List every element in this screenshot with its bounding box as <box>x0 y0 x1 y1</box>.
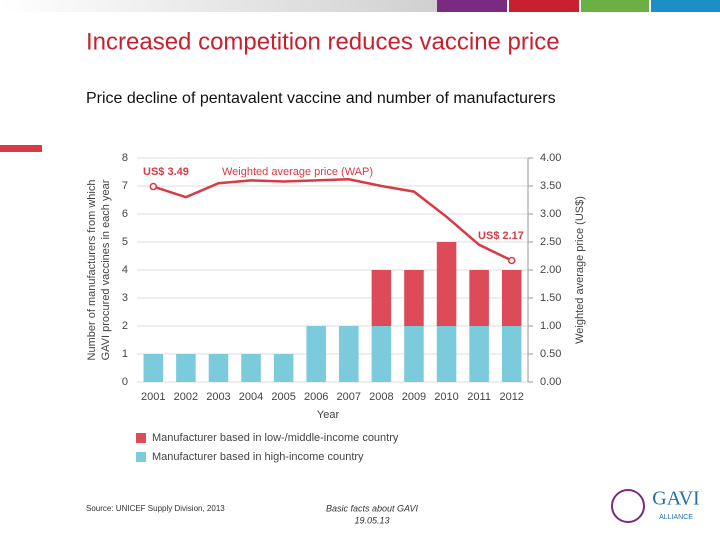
y-tick-label: 2 <box>122 320 128 332</box>
bar <box>176 354 196 382</box>
bar <box>143 354 164 382</box>
bar <box>208 354 229 382</box>
y2-tick-label: 2.50 <box>540 236 561 248</box>
top-band <box>437 0 507 12</box>
bar <box>404 326 424 382</box>
slide-subtitle: Price decline of pentavalent vaccine and… <box>86 90 556 107</box>
x-tick-label: 2001 <box>141 391 165 403</box>
bar <box>273 354 294 382</box>
legend-label: Manufacturer based in high-income countr… <box>152 451 364 463</box>
x-axis-label: Year <box>317 409 340 421</box>
top-band <box>651 0 720 12</box>
x-tick-label: 2009 <box>402 391 426 403</box>
accent-bar <box>0 145 42 152</box>
line-label: Weighted average price (WAP) <box>222 166 373 178</box>
legend-swatch <box>136 452 146 462</box>
x-tick-label: 2008 <box>369 391 393 403</box>
x-tick-label: 2006 <box>304 391 328 403</box>
y-tick-label: 4 <box>122 264 128 276</box>
y-axis-label: GAVI procured vaccines in each year <box>100 179 112 360</box>
bar <box>469 326 489 382</box>
legend-label: Manufacturer based in low-/middle-income… <box>152 432 399 444</box>
bar <box>501 270 522 326</box>
bar <box>306 326 326 382</box>
price-marker <box>149 182 158 191</box>
y2-tick-label: 1.50 <box>540 292 561 304</box>
y2-axis-label: Weighted average price (US$) <box>574 196 586 344</box>
y-tick-label: 5 <box>122 236 128 248</box>
top-band <box>509 0 579 12</box>
x-tick-label: 2007 <box>337 391 361 403</box>
footer: 19.05.13 <box>354 515 389 525</box>
price-line <box>152 178 513 262</box>
y2-tick-label: 2.00 <box>540 264 561 276</box>
y2-tick-label: 4.00 <box>540 152 561 164</box>
logo-mark <box>611 489 645 523</box>
y-tick-label: 8 <box>122 152 128 164</box>
slide-title: Increased competition reduces vaccine pr… <box>86 28 560 55</box>
source: Source: UNICEF Supply Division, 2013 <box>86 504 225 513</box>
y2-tick-label: 0.00 <box>540 376 561 388</box>
y-axis-label: Number of manufacturers from which <box>86 180 98 361</box>
logo-text: GAVI <box>652 488 699 510</box>
y-tick-label: 3 <box>122 292 128 304</box>
bar <box>371 270 392 326</box>
y2-tick-label: 3.50 <box>540 180 561 192</box>
x-tick-label: 2005 <box>271 391 295 403</box>
bar <box>436 326 457 382</box>
y-tick-label: 1 <box>122 348 128 360</box>
bar <box>241 354 261 382</box>
x-tick-label: 2011 <box>467 391 491 403</box>
bar <box>436 242 457 326</box>
y-tick-label: 6 <box>122 208 128 220</box>
y-tick-label: 0 <box>122 376 128 388</box>
x-tick-label: 2002 <box>174 391 198 403</box>
y-tick-label: 7 <box>122 180 128 192</box>
annotation: US$ 3.49 <box>143 166 189 178</box>
y2-tick-label: 1.00 <box>540 320 561 332</box>
bar <box>371 326 392 382</box>
legend-swatch <box>136 433 146 443</box>
y2-tick-label: 0.50 <box>540 348 561 360</box>
y2-tick-label: 3.00 <box>540 208 561 220</box>
bar <box>501 326 522 382</box>
x-tick-label: 2003 <box>206 391 230 403</box>
annotation: US$ 2.17 <box>478 230 524 242</box>
x-tick-label: 2004 <box>239 391 263 403</box>
x-tick-label: 2010 <box>434 391 458 403</box>
bar <box>404 270 424 326</box>
price-marker <box>507 256 516 265</box>
top-band <box>0 0 437 12</box>
logo-text: ALLIANCE <box>659 514 693 521</box>
bar <box>339 326 359 382</box>
x-tick-label: 2012 <box>499 391 523 403</box>
top-band <box>581 0 649 12</box>
footer: Basic facts about GAVI <box>326 503 419 513</box>
bar <box>469 270 489 326</box>
